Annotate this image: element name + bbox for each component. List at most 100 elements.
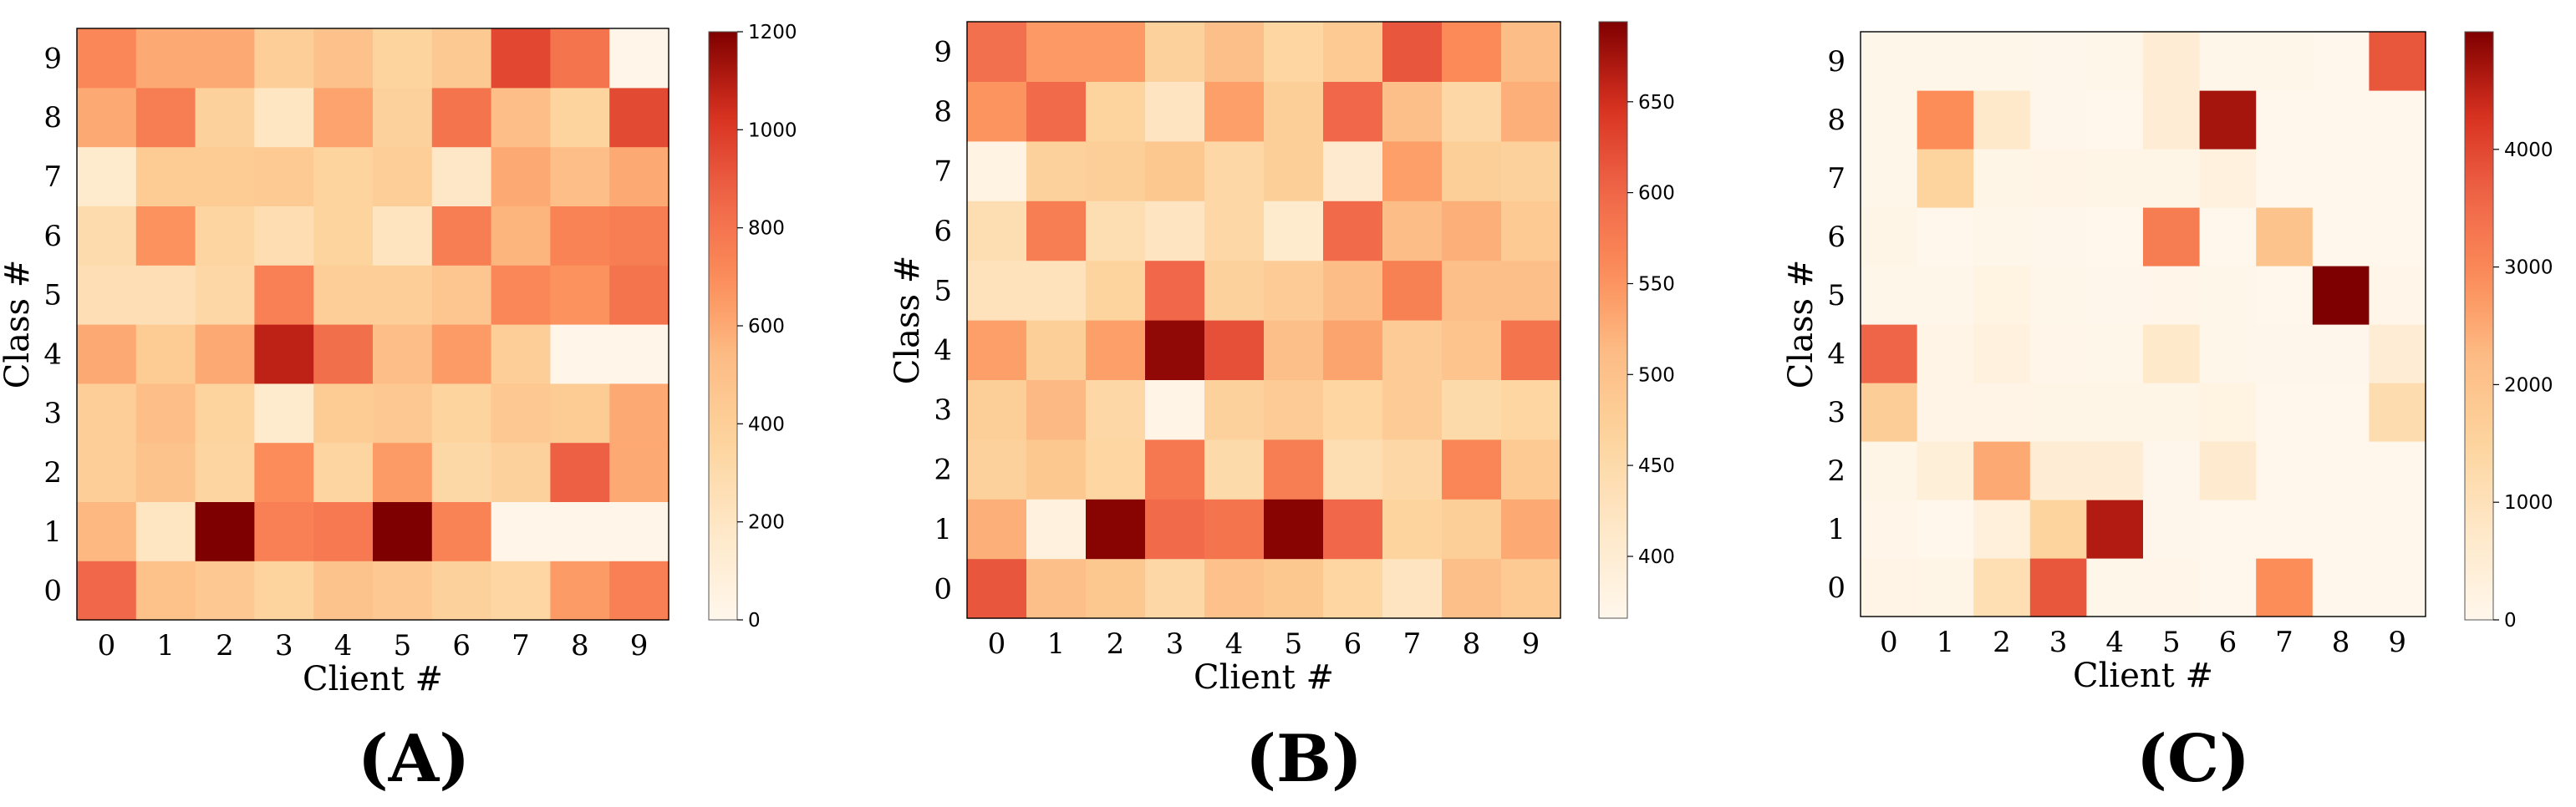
heatmap-cell-class-7-client-1 — [1917, 149, 1974, 208]
heatmap-cell-class-4-client-3 — [1145, 320, 1205, 380]
colorbar-tick-label: 3000 — [2504, 257, 2553, 279]
heatmap-cell-class-7-client-9 — [1501, 140, 1561, 201]
panel-label: (C) — [2136, 721, 2250, 797]
heatmap-cell-class-0-client-0 — [967, 558, 1027, 619]
heatmap-cell-class-3-client-0 — [967, 379, 1027, 440]
heatmap-cell-class-5-client-6 — [1323, 260, 1383, 321]
heatmap-cell-class-9-client-5 — [2143, 32, 2201, 91]
heatmap-cell-class-0-client-8 — [2312, 558, 2370, 617]
heatmap-cell-class-6-client-8 — [2312, 207, 2370, 266]
heatmap-cell-class-2-client-7 — [491, 442, 551, 502]
heatmap-cell-class-8-client-0 — [967, 81, 1027, 142]
heatmap-cell-class-6-client-8 — [550, 206, 610, 266]
heatmap-cell-class-8-client-8 — [2312, 90, 2370, 150]
heatmap-cell-class-2-client-2 — [195, 442, 255, 502]
heatmap-cell-class-9-client-0 — [967, 22, 1027, 82]
heatmap-cell-class-2-client-2 — [1086, 439, 1146, 500]
heatmap-cell-class-2-client-6 — [2199, 441, 2257, 500]
heatmap-cell-class-4-client-7 — [2256, 324, 2314, 383]
heatmap-cell-class-4-client-6 — [2199, 324, 2257, 383]
x-tick-label: 4 — [1225, 627, 1244, 661]
heatmap-cell-class-0-client-6 — [2199, 558, 2257, 617]
heatmap-cell-class-9-client-7 — [1382, 22, 1443, 82]
x-tick-label: 4 — [334, 629, 353, 662]
heatmap-cell-class-3-client-1 — [1026, 379, 1087, 440]
x-tick-label: 3 — [2049, 626, 2068, 659]
heatmap-cell-class-2-client-9 — [609, 442, 669, 502]
heatmap-cell-class-6-client-6 — [1323, 200, 1383, 261]
heatmap-cell-class-8-client-9 — [609, 87, 669, 148]
y-tick-label: 2 — [43, 456, 62, 490]
heatmap-cell-class-1-client-0 — [77, 501, 137, 561]
heatmap-cell-class-3-client-7 — [491, 383, 551, 444]
heatmap-cell-class-5-client-4 — [2086, 266, 2144, 325]
heatmap-cell-class-3-client-4 — [2086, 383, 2144, 442]
heatmap-cell-class-6-client-5 — [2143, 207, 2201, 266]
x-tick-label: 9 — [1522, 627, 1540, 661]
heatmap-cell-class-4-client-2 — [1086, 320, 1146, 380]
heatmap-cell-class-9-client-2 — [195, 28, 255, 89]
y-tick-label: 9 — [1827, 45, 1845, 79]
heatmap-cell-class-9-client-7 — [2256, 32, 2314, 91]
heatmap-cell-class-1-client-8 — [2312, 500, 2370, 559]
heatmap-cell-class-3-client-7 — [2256, 383, 2314, 442]
heatmap-cell-class-4-client-1 — [1917, 324, 1974, 383]
heatmap-cell-class-3-client-8 — [2312, 383, 2370, 442]
heatmap-cell-class-8-client-5 — [1264, 81, 1324, 142]
heatmap-cell-class-7-client-3 — [254, 146, 314, 206]
heatmap-cell-class-2-client-3 — [254, 442, 314, 502]
heatmap-cell-class-3-client-2 — [1973, 383, 2031, 442]
heatmap-cell-class-7-client-0 — [1861, 149, 1918, 208]
x-tick-label: 9 — [2388, 626, 2406, 659]
x-axis-label: Client # — [2073, 657, 2213, 695]
heatmap-cell-class-1-client-8 — [1442, 499, 1502, 560]
heatmap-cell-class-0-client-1 — [1917, 558, 1974, 617]
heatmap-cell-class-8-client-7 — [1382, 81, 1443, 142]
heatmap-cell-class-0-client-4 — [2086, 558, 2144, 617]
heatmap-cell-class-4-client-5 — [1264, 320, 1324, 380]
heatmap-cell-class-7-client-5 — [373, 146, 433, 206]
heatmap-cell-class-5-client-5 — [1264, 260, 1324, 321]
heatmap-cell-class-4-client-4 — [2086, 324, 2144, 383]
heatmap-cell-class-1-client-4 — [1204, 499, 1265, 560]
heatmap-cell-class-8-client-0 — [1861, 90, 1918, 150]
heatmap-cell-class-4-client-5 — [373, 324, 433, 384]
y-axis-label: Class # — [0, 260, 37, 389]
heatmap-cell-class-4-client-7 — [1382, 320, 1443, 380]
heatmap-cell-class-0-client-2 — [1086, 558, 1146, 619]
x-tick-label: 2 — [216, 629, 234, 662]
heatmap-cell-class-3-client-8 — [1442, 379, 1502, 440]
heatmap-cell-class-2-client-4 — [1204, 439, 1265, 500]
x-tick-label: 4 — [2105, 626, 2124, 659]
heatmap-cell-class-7-client-6 — [431, 146, 492, 206]
heatmap-cell-class-3-client-0 — [77, 383, 137, 444]
heatmap-cell-class-9-client-2 — [1086, 22, 1146, 82]
heatmap-cell-class-6-client-9 — [2369, 207, 2426, 266]
heatmap-cell-class-3-client-6 — [1323, 379, 1383, 440]
y-tick-label: 5 — [43, 279, 62, 312]
heatmap-cell-class-9-client-6 — [2199, 32, 2257, 91]
heatmap-cell-class-5-client-2 — [195, 265, 255, 325]
heatmap-cell-class-6-client-3 — [2029, 207, 2087, 266]
heatmap-cell-class-6-client-2 — [1086, 200, 1146, 261]
y-tick-label: 4 — [1827, 338, 1845, 371]
heatmap-cell-class-6-client-8 — [1442, 200, 1502, 261]
x-axis-label: Client # — [1194, 658, 1334, 697]
heatmap-cell-class-1-client-5 — [2143, 500, 2201, 559]
heatmap-cell-class-4-client-9 — [1501, 320, 1561, 380]
heatmap-cell-class-6-client-4 — [2086, 207, 2144, 266]
heatmap-cell-class-8-client-3 — [2029, 90, 2087, 150]
heatmap-cell-class-2-client-3 — [1145, 439, 1205, 500]
colorbar — [2464, 31, 2494, 621]
heatmap-cell-class-0-client-4 — [313, 561, 374, 621]
heatmap-cell-class-8-client-6 — [431, 87, 492, 148]
heatmap-cell-class-2-client-4 — [2086, 441, 2144, 500]
x-tick-label: 0 — [988, 627, 1006, 661]
y-tick-label: 8 — [43, 101, 62, 134]
heatmap-cell-class-7-client-8 — [550, 146, 610, 206]
heatmap-cell-class-4-client-3 — [2029, 324, 2087, 383]
x-tick-label: 9 — [630, 629, 649, 662]
heatmap-cell-class-5-client-3 — [254, 265, 314, 325]
heatmap-cell-class-7-client-7 — [491, 146, 551, 206]
heatmap-cell-class-8-client-7 — [491, 87, 551, 148]
